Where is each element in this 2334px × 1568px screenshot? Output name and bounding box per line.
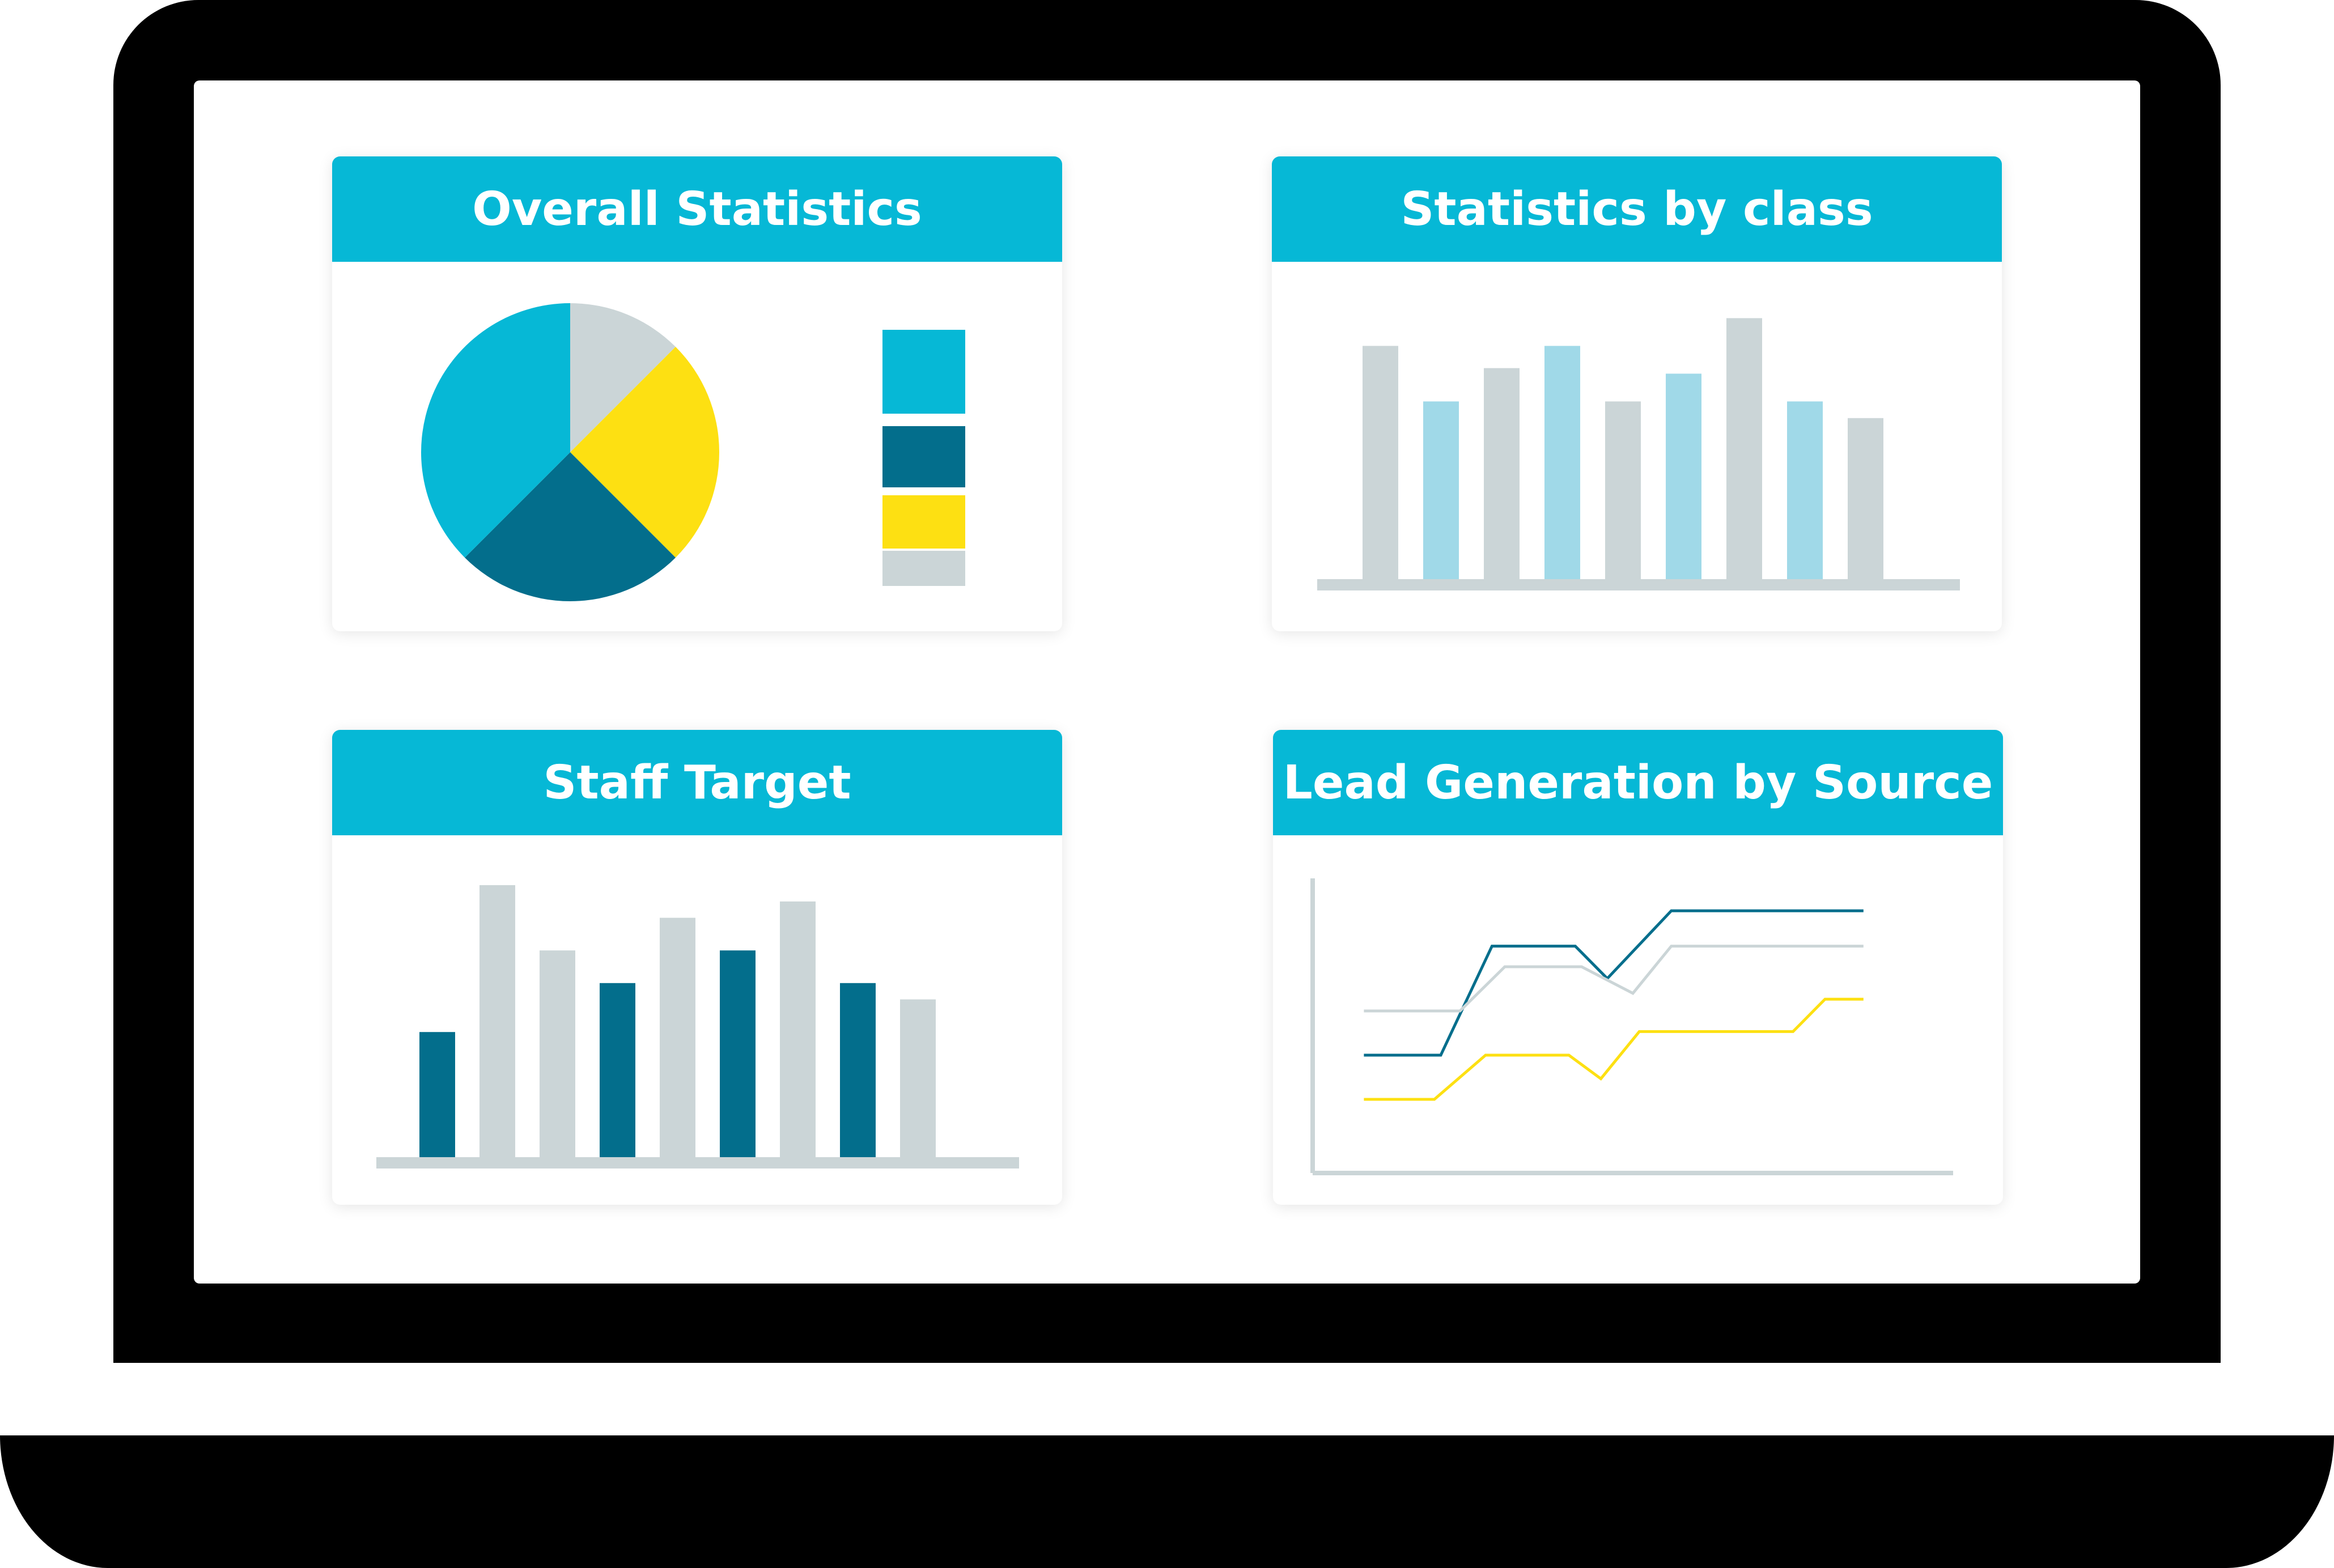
bar [1363,346,1398,579]
pie-slice [465,452,676,601]
bar [1484,368,1520,579]
bar-chart [1317,318,1960,590]
panel-title: Staff Target [332,730,1062,835]
panel-body [332,835,1062,1205]
pie-slice [570,303,676,452]
laptop-base [0,1435,2334,1568]
bar [1666,373,1701,579]
pie-slice [421,303,570,558]
lead-generation-panel: Lead Generation by Source [1273,730,2003,1205]
line-chart [1310,878,1953,1175]
staff-target-panel: Staff Target [332,730,1062,1205]
bar [1848,418,1883,579]
bar [1726,318,1762,579]
statistics-by-class-panel: Statistics by class [1272,156,2002,631]
bar [1544,346,1580,579]
series-line [1364,945,1864,1013]
panel-body [1273,835,2003,1205]
bar [840,983,876,1157]
laptop-frame: Overall Statistics Statistics by class S… [113,0,2221,1363]
x-axis-baseline [1317,579,1960,590]
series-line [1364,909,1864,1057]
bar [660,917,695,1157]
legend-swatch [882,495,965,549]
laptop-screen: Overall Statistics Statistics by class S… [194,80,2140,1284]
bar-chart [376,885,1019,1168]
panel-title: Overall Statistics [332,156,1062,262]
panel-title: Statistics by class [1272,156,2002,262]
pie-chart [421,303,965,601]
legend-swatch [882,551,965,586]
bar [419,1032,455,1157]
bar [1423,401,1459,579]
panel-body [1272,262,2002,631]
bar [720,950,756,1157]
panel-body [332,262,1062,631]
bar [600,983,635,1157]
panel-title: Lead Generation by Source [1273,730,2003,835]
bar [780,901,816,1157]
bar [1787,401,1823,579]
bar [540,950,575,1157]
legend-swatch [882,330,965,414]
bar [479,885,515,1157]
series-line [1364,997,1864,1101]
overall-statistics-panel: Overall Statistics [332,156,1062,631]
pie-slice [570,347,719,558]
x-axis-baseline [376,1157,1019,1168]
bar [900,999,936,1157]
legend-swatch [882,426,965,487]
bar [1605,401,1641,579]
